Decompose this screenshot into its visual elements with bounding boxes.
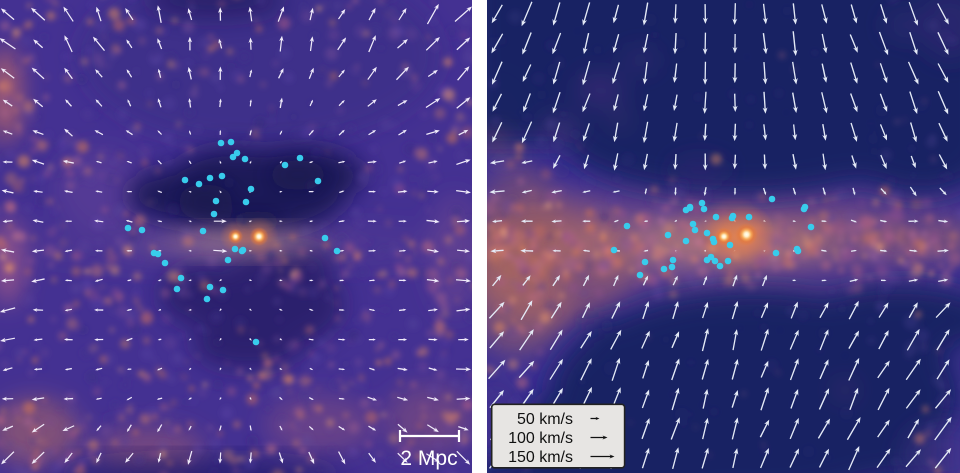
svg-text:150 km/s: 150 km/s — [508, 449, 573, 466]
svg-text:2 Mpc: 2 Mpc — [400, 447, 457, 470]
svg-text:100 km/s: 100 km/s — [508, 430, 573, 447]
svg-text:50 km/s: 50 km/s — [517, 411, 573, 428]
